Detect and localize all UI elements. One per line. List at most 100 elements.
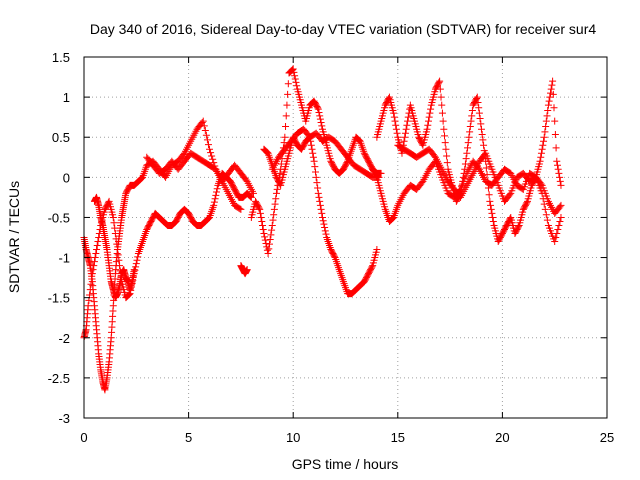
data-point [270, 211, 278, 219]
data-point [556, 203, 564, 211]
y-tick-label: -1.5 [48, 291, 70, 306]
data-point [264, 250, 272, 258]
data-point [316, 201, 324, 209]
data-point [474, 98, 482, 106]
data-point [487, 205, 495, 213]
data-point [538, 145, 546, 153]
data-point [465, 133, 473, 141]
data-point [87, 280, 95, 288]
data-point [89, 266, 97, 274]
y-tick-label: 0.5 [52, 130, 70, 145]
data-point [475, 104, 483, 112]
data-point [555, 169, 563, 177]
data-point [90, 262, 98, 270]
data-point [489, 213, 497, 221]
data-point [466, 123, 474, 131]
chart-title: Day 340 of 2016, Sidereal Day-to-day VTE… [90, 21, 596, 37]
x-tick-label: 0 [80, 430, 87, 445]
data-point [256, 209, 264, 217]
data-point [463, 149, 471, 157]
data-point [280, 139, 288, 147]
grid [84, 57, 607, 418]
data-point [115, 256, 123, 264]
data-point [322, 230, 330, 238]
series-trace-c [90, 193, 138, 302]
data-point [523, 199, 531, 207]
y-tick-label: -2.5 [48, 371, 70, 386]
data-point [236, 205, 244, 213]
data-point [479, 136, 487, 144]
data-point [208, 152, 216, 160]
series-trace-i [373, 77, 565, 246]
data-point [266, 236, 274, 244]
data-point [247, 193, 255, 201]
data-point [272, 189, 280, 197]
data-point [131, 266, 139, 274]
data-point [133, 256, 141, 264]
data-point [318, 122, 326, 130]
data-point [551, 131, 559, 139]
data-point [289, 65, 297, 73]
data-point [393, 129, 401, 137]
data-point [86, 286, 94, 294]
data-point [540, 137, 548, 145]
data-point [514, 223, 522, 231]
x-axis-label: GPS time / hours [292, 456, 399, 472]
data-point [291, 72, 299, 80]
data-point [489, 217, 497, 225]
y-tick-label: -2 [58, 331, 70, 346]
data-point [542, 211, 550, 219]
data-point [206, 145, 214, 153]
data-point [113, 246, 121, 254]
data-point [438, 101, 446, 109]
data-point [259, 221, 267, 229]
data-point [427, 105, 435, 113]
data-point [259, 225, 267, 233]
data-point [418, 140, 426, 148]
data-point [317, 119, 325, 127]
x-tick-label: 20 [495, 430, 509, 445]
plot-frame [83, 56, 608, 419]
data-point [537, 149, 545, 157]
y-tick-label: -1 [58, 251, 70, 266]
data-point [93, 246, 101, 254]
data-point [104, 199, 112, 207]
data-point [549, 77, 557, 85]
data-point [461, 160, 469, 168]
data-point [282, 123, 290, 131]
data-point [486, 197, 494, 205]
data-point [84, 302, 92, 310]
data-point [556, 173, 564, 181]
data-point [273, 185, 281, 193]
data-point [390, 109, 398, 117]
data-point [269, 216, 277, 224]
data-point [466, 128, 474, 136]
data-point [556, 217, 564, 225]
data-point [424, 117, 432, 125]
data-point [464, 144, 472, 152]
data-point [132, 260, 140, 268]
data-point [547, 85, 555, 93]
data-point [93, 242, 101, 250]
data-point [202, 131, 210, 139]
data-point [553, 157, 561, 165]
data-point [467, 117, 475, 125]
data-point [555, 221, 563, 229]
data-point [390, 113, 398, 121]
data-point [316, 115, 324, 123]
data-point [111, 229, 119, 237]
data-point [95, 234, 103, 241]
data-point [111, 224, 119, 232]
data-point [443, 152, 451, 160]
data-point [464, 139, 472, 147]
data-point [423, 125, 431, 133]
data-point [544, 101, 552, 109]
data-point [125, 291, 133, 299]
data-point [441, 132, 449, 140]
data-point [134, 253, 142, 261]
data-point [310, 157, 318, 165]
data-point [284, 80, 292, 88]
y-tick-label: 1.5 [52, 50, 70, 65]
data-point [557, 201, 565, 209]
data-point [476, 115, 484, 123]
